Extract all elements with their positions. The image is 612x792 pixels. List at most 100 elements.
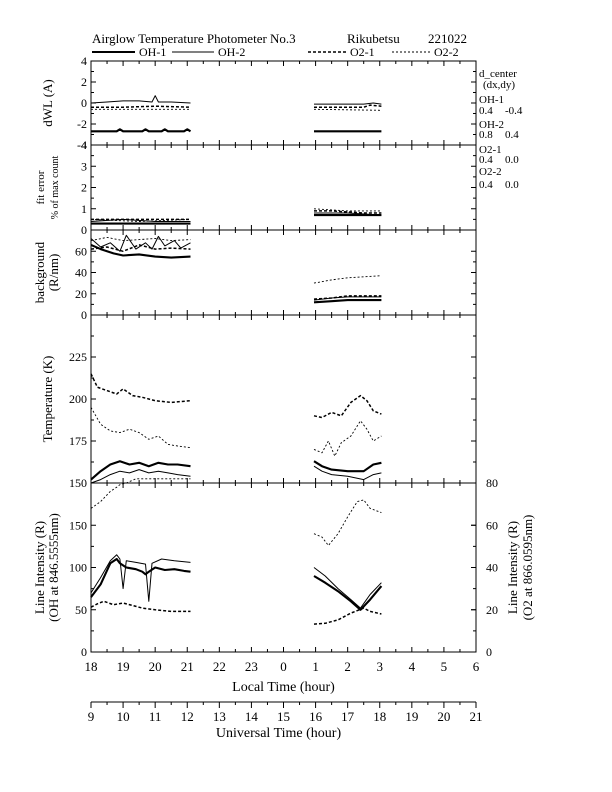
legend-label: OH-1 [139,45,166,59]
y-tick-label: 225 [69,350,87,364]
offset-label: O2-1 [479,144,502,156]
series-line-oh-1 [90,243,191,259]
panel-frame [90,144,477,231]
y-tick-label: 3 [81,159,87,173]
y-right-axis-label: Line Intensity (R) [505,521,520,614]
x-tick-label: 1 [312,659,319,674]
y-axis-label: % of max count [50,155,61,219]
legend-label: OH-2 [218,45,245,59]
series-line-o2-2 [313,499,382,546]
series-line-o2-2 [313,208,382,212]
y-right-tick-label: 60 [486,518,498,532]
x-tick-label: 2 [344,659,351,674]
panel-fit: 0 1 2 3 4 fit error% of max count [35,138,477,237]
d-center-title: d_center [479,68,517,80]
date-code: 221022 [428,31,467,46]
ut-tick-label: 15 [277,709,290,724]
y-tick-label: 60 [75,244,87,258]
series-line-o2-1 [313,607,382,625]
series-line-o2-1 [313,295,382,300]
x-tick-label: 22 [213,659,226,674]
ut-tick-label: 10 [117,709,130,724]
ut-tick-label: 14 [245,709,259,724]
y-tick-label: 0 [81,96,87,110]
y-tick-label: 4 [81,138,87,152]
series-line-o2-2 [90,218,191,222]
series-line-o2-2 [90,478,191,509]
panels: -4 -2 0 2 4 dWL (A) 0 1 2 3 4 fit error% of max cou… [32,54,535,659]
y-axis-label: Line Intensity (R) [32,521,47,614]
y-tick-label: -2 [77,117,87,131]
y-right-tick-label: 0 [486,645,492,659]
y-tick-label: 100 [69,561,87,575]
series-line-oh-1 [313,460,382,473]
ut-tick-label: 20 [437,709,450,724]
ut-tick-label: 16 [309,709,323,724]
ut-axis-label: Universal Time (hour) [216,726,342,741]
y-tick-label: 50 [75,603,87,617]
center-offset-info: d_center(dx,dy)OH-10.4 -0.4OH-20.8 0.4O2-1… [479,68,523,191]
x-tick-label: 4 [409,659,416,674]
y-tick-label: 0 [81,645,87,659]
series-line-oh-2 [90,469,191,484]
x-tick-label: 23 [245,659,258,674]
y-right-tick-label: 20 [486,603,498,617]
y-right-tick-label: 80 [486,476,498,490]
series-line-oh-1 [90,557,191,598]
y-tick-label: 150 [69,476,87,490]
series-line-oh-2 [90,554,191,602]
y-tick-label: 150 [69,518,87,532]
x-tick-label: 21 [181,659,194,674]
series-line-oh-1 [90,460,191,481]
legend-label: O2-1 [350,45,375,59]
series-line-o2-2 [90,236,191,242]
offset-label: O2-2 [479,166,502,178]
x-tick-label: 3 [377,659,384,674]
offset-dx: 0.8 [479,129,493,141]
series-line-oh-2 [314,212,382,216]
y-tick-label: 2 [81,181,87,195]
series-line-o2-2 [313,275,382,284]
offset-dy: -0.4 [505,105,523,117]
x-axis-label: Local Time (hour) [232,680,335,695]
series-line-o2-1 [90,600,191,613]
d-center-subtitle: (dx,dy) [483,79,515,91]
panel-bg: 0 20 40 60 background (R/nm) [32,229,477,322]
series-line-o2-1 [91,105,191,108]
offset-dx: 0.4 [479,105,493,117]
legend: OH-1 OH-2 O2-1 O2-2 [92,45,459,59]
panel-frame [90,229,477,316]
x-tick-label: 5 [441,659,448,674]
y-tick-label: 40 [75,266,87,280]
ut-tick-label: 11 [149,709,162,724]
ut-tick-label: 18 [373,709,386,724]
series-line-oh-2 [313,465,382,481]
station-name: Rikubetsu [347,31,400,46]
series-line-oh-1 [313,575,383,611]
offset-dy: 0.4 [505,129,519,141]
y-axis-label: dWL (A) [40,79,55,127]
y-tick-label: 0 [81,308,87,322]
y-tick-label: 4 [81,54,87,68]
y-axis-label: (OH at 846.5555nm) [46,513,61,622]
x-tick-label: 0 [280,659,287,674]
legend-label: O2-2 [434,45,459,59]
panel-frame [90,60,477,146]
y-tick-label: -4 [77,138,87,152]
series-line-o2-2 [313,420,382,457]
series-line-oh-2 [313,567,382,609]
ut-tick-label: 17 [341,709,355,724]
ut-tick-label: 19 [405,709,418,724]
offset-dy: 0.0 [505,154,519,166]
x-tick-label: 18 [85,659,98,674]
series-line-o2-1 [314,104,382,108]
offset-label: OH-1 [479,94,504,106]
x-tick-label: 6 [473,659,480,674]
series-line-o2-2 [313,108,382,111]
offset-label: OH-2 [479,119,504,131]
y-right-axis-label: (O2 at 866.0595nm) [520,515,535,621]
y-tick-label: 175 [69,434,87,448]
y-axis-label: Temperature (K) [40,356,55,443]
